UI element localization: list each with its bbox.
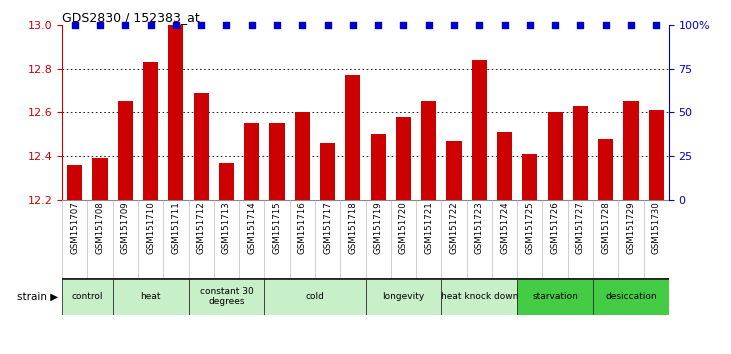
Point [221, 22, 232, 28]
Bar [189, 278, 265, 315]
Bar [573, 106, 588, 200]
Bar [522, 154, 537, 200]
Text: starvation: starvation [532, 292, 578, 301]
Bar [471, 60, 487, 200]
Text: GSM151709: GSM151709 [121, 201, 130, 254]
Point [600, 22, 612, 28]
Text: strain ▶: strain ▶ [18, 291, 58, 302]
Bar [442, 278, 518, 315]
Text: GSM151729: GSM151729 [626, 201, 635, 254]
Bar [371, 134, 386, 200]
Bar [295, 113, 310, 200]
Point [119, 22, 131, 28]
Text: GSM151725: GSM151725 [526, 201, 534, 254]
Text: GSM151726: GSM151726 [550, 201, 560, 254]
Text: GSM151708: GSM151708 [96, 201, 105, 254]
Bar [624, 102, 638, 200]
Point [448, 22, 460, 28]
Text: GSM151720: GSM151720 [399, 201, 408, 254]
Point [524, 22, 536, 28]
Point [94, 22, 106, 28]
Text: GSM151724: GSM151724 [500, 201, 509, 254]
Text: GSM151722: GSM151722 [450, 201, 458, 254]
Bar [421, 102, 436, 200]
Text: constant 30
degrees: constant 30 degrees [200, 287, 254, 306]
Point [195, 22, 207, 28]
Point [423, 22, 434, 28]
Text: GSM151728: GSM151728 [601, 201, 610, 254]
Bar [270, 123, 284, 200]
Point [271, 22, 283, 28]
Text: GSM151723: GSM151723 [474, 201, 484, 254]
Text: cold: cold [306, 292, 325, 301]
Text: heat: heat [140, 292, 161, 301]
Point [625, 22, 637, 28]
Bar [194, 93, 209, 200]
Text: GSM151727: GSM151727 [576, 201, 585, 254]
Point [297, 22, 308, 28]
Text: GSM151717: GSM151717 [323, 201, 332, 254]
Text: GSM151730: GSM151730 [652, 201, 661, 254]
Point [69, 22, 80, 28]
Point [246, 22, 257, 28]
Text: GSM151716: GSM151716 [298, 201, 307, 254]
Text: GSM151707: GSM151707 [70, 201, 79, 254]
Text: GSM151721: GSM151721 [424, 201, 433, 254]
Text: longevity: longevity [382, 292, 425, 301]
Point [549, 22, 561, 28]
Bar [447, 141, 461, 200]
Text: control: control [72, 292, 103, 301]
Bar [113, 278, 189, 315]
Bar [598, 139, 613, 200]
Bar [497, 132, 512, 200]
Point [575, 22, 586, 28]
Bar [648, 110, 664, 200]
Bar [92, 158, 107, 200]
Bar [320, 143, 335, 200]
Text: GSM151714: GSM151714 [247, 201, 257, 254]
Bar [518, 278, 593, 315]
Point [322, 22, 333, 28]
Point [170, 22, 182, 28]
Point [372, 22, 384, 28]
Text: GSM151713: GSM151713 [222, 201, 231, 254]
Text: GSM151711: GSM151711 [171, 201, 181, 254]
Point [398, 22, 409, 28]
Text: heat knock down: heat knock down [441, 292, 518, 301]
Bar [168, 25, 183, 200]
Bar [395, 117, 411, 200]
Text: desiccation: desiccation [605, 292, 656, 301]
Bar [366, 278, 442, 315]
Bar [62, 278, 113, 315]
Bar [593, 278, 669, 315]
Text: GSM151710: GSM151710 [146, 201, 155, 254]
Bar [345, 75, 360, 200]
Bar [244, 123, 260, 200]
Point [651, 22, 662, 28]
Bar [118, 102, 133, 200]
Text: GSM151715: GSM151715 [273, 201, 281, 254]
Text: GSM151712: GSM151712 [197, 201, 205, 254]
Bar [265, 278, 366, 315]
Point [145, 22, 156, 28]
Text: GSM151718: GSM151718 [349, 201, 357, 254]
Bar [143, 62, 158, 200]
Point [347, 22, 359, 28]
Bar [219, 163, 234, 200]
Bar [548, 113, 563, 200]
Text: GDS2830 / 152383_at: GDS2830 / 152383_at [62, 11, 200, 24]
Point [474, 22, 485, 28]
Bar [67, 165, 83, 200]
Text: GSM151719: GSM151719 [374, 201, 382, 254]
Point [499, 22, 510, 28]
